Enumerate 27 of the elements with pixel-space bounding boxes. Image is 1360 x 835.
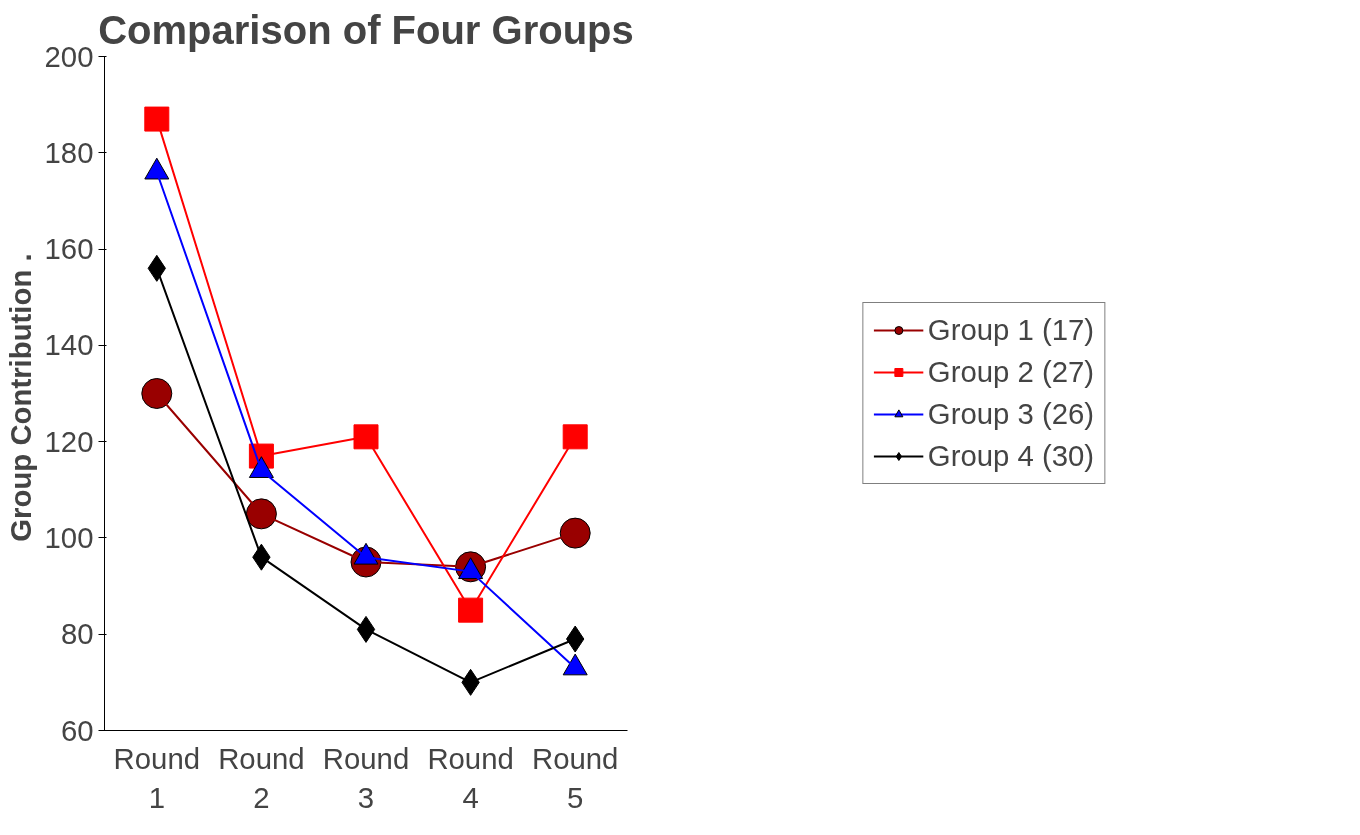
point (559, 517, 591, 549)
y-tick-label: 80 (60, 617, 94, 651)
chart-title: Comparison of Four Groups (98, 7, 634, 52)
y-tick-label: 160 (44, 232, 94, 266)
x-tick-label: Round 1 (113, 741, 201, 815)
x-tick-label: Round 4 (427, 741, 514, 815)
point (353, 424, 379, 450)
point (141, 378, 173, 409)
point (245, 498, 277, 530)
y-tick-label: 140 (44, 328, 94, 362)
point (562, 424, 588, 450)
y-tick-label: 60 (60, 713, 94, 747)
point (144, 106, 170, 132)
y-tick-label: 100 (44, 520, 94, 554)
legend-label: Group 1 (17) (927, 313, 1095, 347)
point (458, 597, 484, 623)
y-tick-label: 200 (44, 39, 94, 73)
x-tick-label: Round 2 (218, 741, 305, 815)
y-tick-label: 120 (44, 424, 94, 458)
legend-label: Group 3 (26) (927, 397, 1095, 431)
legend-label: Group 4 (30) (927, 439, 1095, 473)
x-tick-label: Round 5 (531, 741, 619, 815)
legend-label: Group 2 (27) (927, 355, 1095, 389)
y-axis-title: Group Contribution . (3, 253, 37, 542)
point (356, 615, 376, 643)
x-tick-label: Round 3 (322, 741, 410, 815)
y-tick-label: 180 (44, 135, 94, 169)
